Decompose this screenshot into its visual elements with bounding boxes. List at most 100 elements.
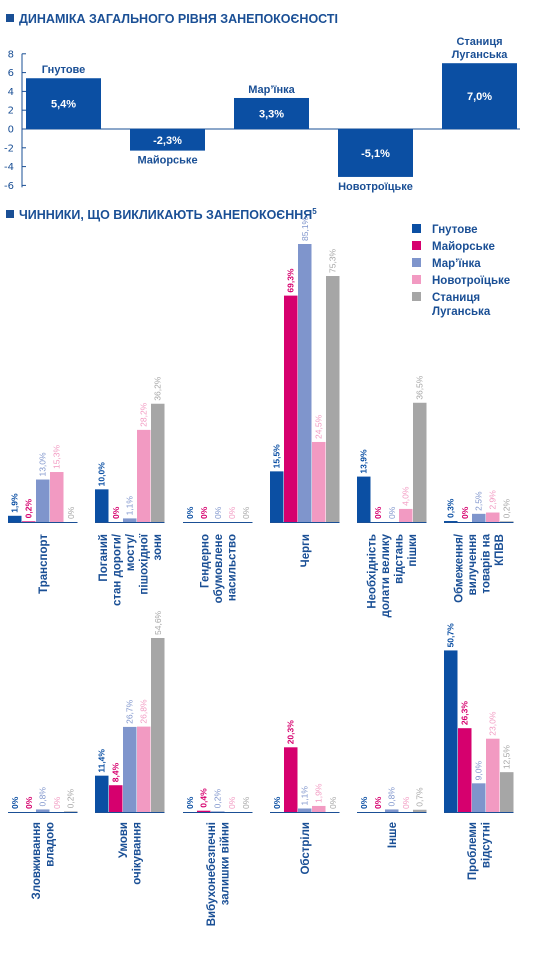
factor-bar-value: 0% [213,506,223,519]
legend-swatch [412,224,421,233]
factor-bar-value: 0,3% [446,498,456,518]
factor-group: 10,0% 0% 1,1% 28,2% 36,2% Поганий стан дороги/… [95,376,165,606]
factor-bar-value: 0% [185,796,195,809]
factor-bar [36,479,50,522]
factor-bar-value: 0% [199,506,209,519]
factor-bar-value: 2,9% [488,490,498,510]
factor-bar [486,512,500,522]
factor-category-line: пішки [407,534,419,567]
factor-bar-value: 54,6% [153,610,163,635]
factor-bar-value: 0,2% [213,789,223,809]
factor-category-line: владою [45,822,57,867]
factor-bar [95,489,109,522]
factor-bar-value: 0% [66,506,76,519]
factor-bar-value: 0% [185,506,195,519]
factor-bar [137,726,151,812]
factor-category-line: насильство [226,534,238,601]
factor-bar [486,738,500,812]
factor-bar-value: 1,9% [314,783,324,803]
legend-swatch [412,292,421,301]
chart2-title: ЧИННИКИ, ЩО ВИКЛИКАЮТЬ ЗАНЕПОКОЄННЯ5 [19,207,317,222]
factor-bar [95,775,109,812]
factor-bar [137,429,151,522]
factor-category-line: КПВВ [494,534,506,566]
section-marker-1 [6,14,14,22]
factor-category-label: Черги [300,534,312,567]
factor-group: 15,5% 69,3% 85,1% 24,5% 75,3% Черги [270,216,340,567]
factor-bar [211,811,225,812]
factor-category-label: Поганий стан дороги/мосту/пішохідної зони [98,533,164,606]
factor-bar-value: 69,3% [286,268,296,293]
factor-bar-value: 0,4% [199,788,209,808]
factor-bar [270,471,284,522]
factor-bar [123,518,137,522]
factor-group: 0% 0% 0,8% 0% 0,7% Інше [359,787,427,848]
chart1-category-label: Станиця Луганська [452,36,509,61]
factor-category-line: Обстріли [300,822,312,875]
chart1-bar-value: -5,1% [361,148,390,160]
factor-bar-value: 1,1% [300,786,310,806]
y-tick-label: -2 [4,143,14,154]
factor-category-line: товарів на [481,533,493,593]
factor-bar-value: 0% [373,796,383,809]
factor-category-label: Обстріли [300,822,312,875]
factor-bar-value: 36,2% [153,376,163,401]
factor-bar [413,402,427,522]
chart2-legend: Гнутове Майорське Мар’їнка Новотроїцьке Стан… [412,224,510,318]
factor-bar [357,476,371,522]
factor-bar-value: 0% [24,796,34,809]
chart1-bar [442,63,517,130]
factor-bar-value: 0% [460,506,470,519]
factor-bar [123,726,137,812]
factor-bar [312,441,326,522]
factor-bar [151,403,165,522]
factor-bar-value: 1,1% [125,496,135,516]
chart1-bar-value: 5,4% [51,99,76,111]
factor-category-line: долати велику [380,533,392,617]
factor-category-label: Умови очікування [118,822,144,885]
factor-bar [284,747,298,812]
factor-bar-value: 0,2% [66,789,76,809]
factor-bar [64,811,78,812]
factor-bar-value: 28,2% [139,402,149,427]
chart1-bars: 5,4% Гнутове -2,3% Майорське 3,3% Мар’їнка -5,… [26,36,517,193]
factor-bar [385,809,399,812]
factor-category-line: мосту/ [125,533,137,571]
factor-bar [50,472,64,522]
factor-group: 0,3% 0% 2,5% 2,9% 0,2% Обмеження/вилучення тов… [444,490,514,603]
factor-bar-value: 11,4% [97,749,107,773]
factor-bar-value: 0% [227,796,237,809]
factor-category-label: Транспорт [38,534,50,594]
factor-bar [22,521,36,522]
factor-bar-value: 0% [111,506,121,519]
factor-bar [151,638,165,812]
factor-bar [444,521,458,522]
chart1-bar-value: -2,3% [153,135,182,147]
chart1-bar-value: 7,0% [467,91,492,103]
factor-bar-value: 20,3% [286,720,296,745]
factor-bar-value: 23,0% [488,711,498,736]
factor-category-line: Транспорт [38,534,50,594]
factor-category-line: Інше [387,822,399,848]
factor-bar [326,276,340,522]
chart1-category-label: Новотроїцьке [338,181,413,193]
factor-bar-value: 0,8% [387,787,397,807]
factor-bar [399,508,413,522]
y-tick-label: 2 [8,106,14,117]
chart2-panels: 1,9% 0,2% 13,0% 15,3% 0% Транспорт 10,0% 0% 1,1%… [8,216,514,926]
factor-bar-value: 9,0% [474,761,484,781]
factor-category-label: Вибухонебезпечні залишки війни [206,822,232,926]
legend-label: Новотроїцьке [432,275,510,287]
factor-bar-value: 0% [373,506,383,519]
factor-category-line: Умови [118,822,130,858]
factor-bar [298,244,312,522]
factor-category-line: Вибухонебезпечні [206,822,218,926]
factor-bar-value: 15,3% [52,444,62,469]
factor-bar-value: 0% [10,796,20,809]
factor-bar-value: 0% [241,796,251,809]
factor-bar-value: 8,4% [111,762,121,782]
factor-category-line: Необхідність [367,534,379,609]
factor-bar-value: 2,5% [474,491,484,511]
factor-bar-value: 26,3% [460,701,470,726]
factor-category-line: залишки війни [220,822,232,905]
